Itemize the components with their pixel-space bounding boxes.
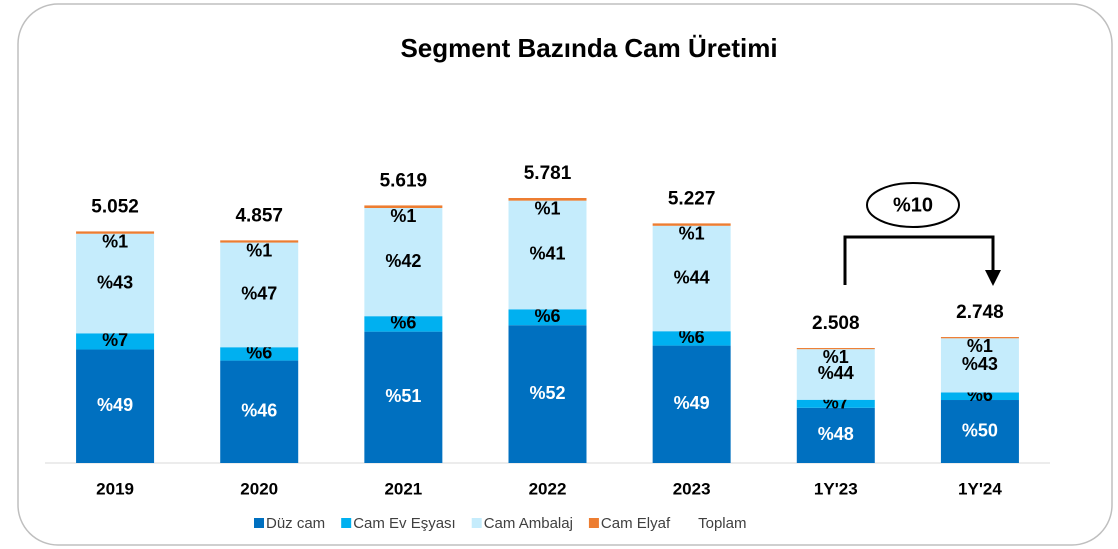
x-tick-label: 2023 xyxy=(673,479,711,498)
bar-segment xyxy=(796,407,875,463)
bar-segment xyxy=(220,242,299,348)
data-label: %44 xyxy=(674,267,710,287)
arrow-head xyxy=(985,270,1001,286)
total-label: 2.508 xyxy=(812,313,860,334)
bar-segment xyxy=(364,316,443,332)
bar-segment xyxy=(76,349,155,463)
bar-segment xyxy=(940,400,1019,463)
legend-swatch xyxy=(254,518,264,528)
bracket xyxy=(843,235,995,285)
total-label: 5.619 xyxy=(380,170,428,191)
bar-segment xyxy=(652,223,731,226)
legend-swatch xyxy=(471,518,482,528)
legend-swatch xyxy=(341,518,352,528)
x-tick-label: 2021 xyxy=(384,479,422,498)
bar-segment xyxy=(508,309,587,326)
bar-segment xyxy=(364,208,443,317)
total-label: 2.748 xyxy=(956,302,1004,323)
bar-segment xyxy=(220,360,299,463)
data-label: %6 xyxy=(534,306,560,326)
legend-label: Cam Ambalaj xyxy=(484,515,573,532)
data-label: %1 xyxy=(246,240,272,260)
data-label: %1 xyxy=(534,198,560,218)
chart-title: Segment Bazında Cam Üretimi xyxy=(400,33,777,63)
bar-segment xyxy=(652,331,731,346)
bar-segment xyxy=(364,205,443,209)
bar-segment xyxy=(220,347,299,361)
data-label: %1 xyxy=(390,206,416,226)
data-label: %7 xyxy=(102,330,128,350)
total-label: 5.227 xyxy=(668,188,716,209)
annotation: %10 xyxy=(893,194,933,216)
legend-swatch xyxy=(588,518,599,528)
x-tick-label: 2020 xyxy=(240,479,278,498)
bar-segment xyxy=(940,338,1019,393)
legend-label: Cam Elyaf xyxy=(601,515,671,532)
bar-segment xyxy=(364,331,443,463)
x-tick-label: 1Y'23 xyxy=(814,479,858,498)
data-label: %44 xyxy=(818,363,854,383)
total-label: 5.781 xyxy=(524,163,572,184)
data-label: %6 xyxy=(390,313,416,333)
bar-segment xyxy=(76,231,155,234)
data-label: %43 xyxy=(97,272,133,292)
data-label: %50 xyxy=(962,420,998,440)
bar-segment xyxy=(652,345,731,463)
data-label: %49 xyxy=(674,393,710,413)
legend-label: Düz cam xyxy=(266,515,325,532)
data-label: %43 xyxy=(962,354,998,374)
bar-segment xyxy=(76,333,155,350)
data-label: %41 xyxy=(529,244,565,264)
bar-segment xyxy=(940,392,1019,401)
bar-segment xyxy=(508,200,587,310)
data-label: %6 xyxy=(246,343,272,363)
data-label: %1 xyxy=(967,336,993,356)
bar-segment xyxy=(76,233,155,334)
bar-segment xyxy=(508,198,587,201)
data-label: %1 xyxy=(679,224,705,244)
data-label: %1 xyxy=(823,347,849,367)
bar-segment xyxy=(220,240,299,243)
bar-segment xyxy=(796,399,875,408)
data-label: %42 xyxy=(385,251,421,271)
data-label: %47 xyxy=(241,284,277,304)
x-tick-label: 2022 xyxy=(529,479,567,498)
bar-segment xyxy=(796,349,875,400)
annotation-ellipse xyxy=(866,182,960,228)
x-tick-label: 1Y'24 xyxy=(958,479,1002,498)
data-label: %48 xyxy=(818,424,854,444)
bar-segment xyxy=(940,337,1019,339)
data-label: %1 xyxy=(102,231,128,251)
bar-segment xyxy=(796,348,875,350)
legend-label: Toplam xyxy=(698,515,746,532)
data-label: %49 xyxy=(97,395,133,415)
total-label: 5.052 xyxy=(91,196,139,217)
data-label: %51 xyxy=(385,386,421,406)
data-label: %52 xyxy=(529,383,565,403)
data-label: %46 xyxy=(241,401,277,421)
bar-segment xyxy=(508,325,587,463)
x-tick-label: 2019 xyxy=(96,479,134,498)
bar-segment xyxy=(652,225,731,332)
data-label: %6 xyxy=(679,327,705,347)
legend-label: Cam Ev Eşyası xyxy=(353,515,456,532)
total-label: 4.857 xyxy=(235,205,283,226)
